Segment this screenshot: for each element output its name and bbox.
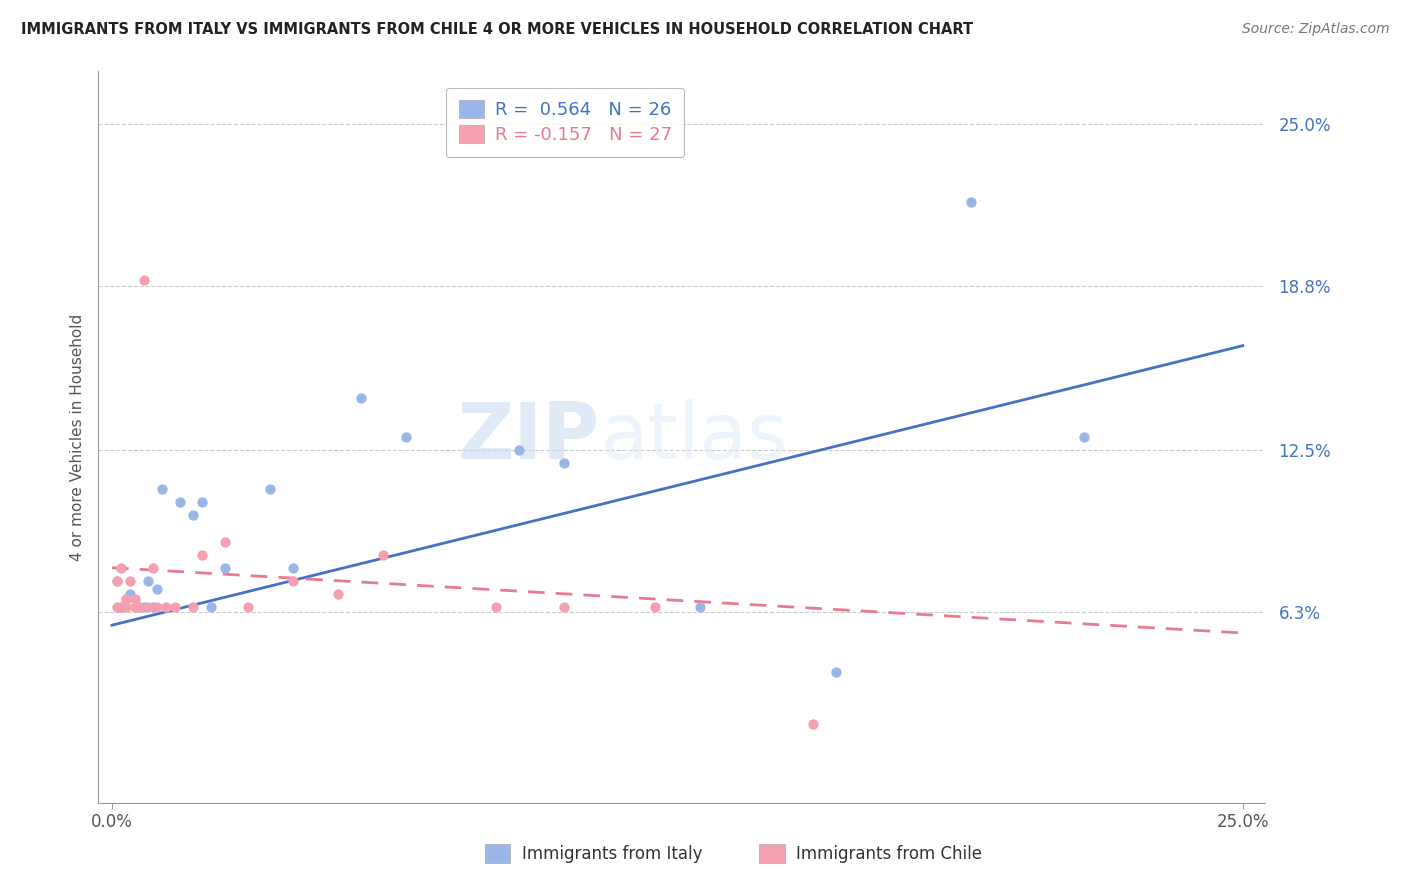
- Point: [155, 599, 177, 614]
- Point: [169, 495, 191, 509]
- Point: [110, 560, 132, 574]
- Point: [183, 599, 205, 614]
- Text: IMMIGRANTS FROM ITALY VS IMMIGRANTS FROM CHILE 4 OR MORE VEHICLES IN HOUSEHOLD C: IMMIGRANTS FROM ITALY VS IMMIGRANTS FROM…: [21, 22, 973, 37]
- Point: [124, 599, 146, 614]
- Point: [146, 599, 169, 614]
- Point: [508, 443, 530, 458]
- Point: [183, 508, 205, 523]
- Point: [1073, 430, 1095, 444]
- Point: [114, 592, 136, 607]
- Point: [110, 599, 132, 614]
- Point: [350, 391, 373, 405]
- Point: [553, 456, 575, 470]
- Point: [132, 273, 155, 287]
- Text: ZIP: ZIP: [458, 399, 600, 475]
- Point: [146, 582, 169, 596]
- Point: [281, 560, 304, 574]
- Y-axis label: 4 or more Vehicles in Household: 4 or more Vehicles in Household: [69, 313, 84, 561]
- Point: [150, 483, 173, 497]
- Point: [214, 534, 236, 549]
- Text: atlas: atlas: [600, 399, 787, 475]
- Legend: R =  0.564   N = 26, R = -0.157   N = 27: R = 0.564 N = 26, R = -0.157 N = 27: [446, 87, 685, 157]
- Point: [142, 560, 165, 574]
- Point: [105, 574, 128, 588]
- Point: [105, 574, 128, 588]
- Point: [644, 599, 666, 614]
- Point: [114, 599, 136, 614]
- Point: [124, 592, 146, 607]
- Point: [128, 599, 150, 614]
- Point: [801, 717, 824, 731]
- Text: Source: ZipAtlas.com: Source: ZipAtlas.com: [1241, 22, 1389, 37]
- Point: [105, 599, 128, 614]
- Point: [191, 548, 214, 562]
- Point: [120, 587, 142, 601]
- Point: [136, 574, 159, 588]
- Point: [214, 560, 236, 574]
- Point: [328, 587, 350, 601]
- Point: [132, 599, 155, 614]
- Point: [553, 599, 575, 614]
- Point: [689, 599, 711, 614]
- Point: [200, 599, 222, 614]
- Point: [824, 665, 846, 680]
- Point: [114, 592, 136, 607]
- Point: [395, 430, 418, 444]
- Point: [142, 599, 165, 614]
- Text: Immigrants from Chile: Immigrants from Chile: [796, 845, 981, 863]
- Point: [191, 495, 214, 509]
- Point: [236, 599, 259, 614]
- Point: [128, 599, 150, 614]
- Point: [165, 599, 187, 614]
- Point: [485, 599, 508, 614]
- Point: [120, 574, 142, 588]
- Point: [110, 599, 132, 614]
- Point: [373, 548, 395, 562]
- Text: Immigrants from Italy: Immigrants from Italy: [522, 845, 702, 863]
- Point: [124, 599, 146, 614]
- Point: [281, 574, 304, 588]
- Point: [259, 483, 281, 497]
- Point: [960, 194, 983, 209]
- Point: [136, 599, 159, 614]
